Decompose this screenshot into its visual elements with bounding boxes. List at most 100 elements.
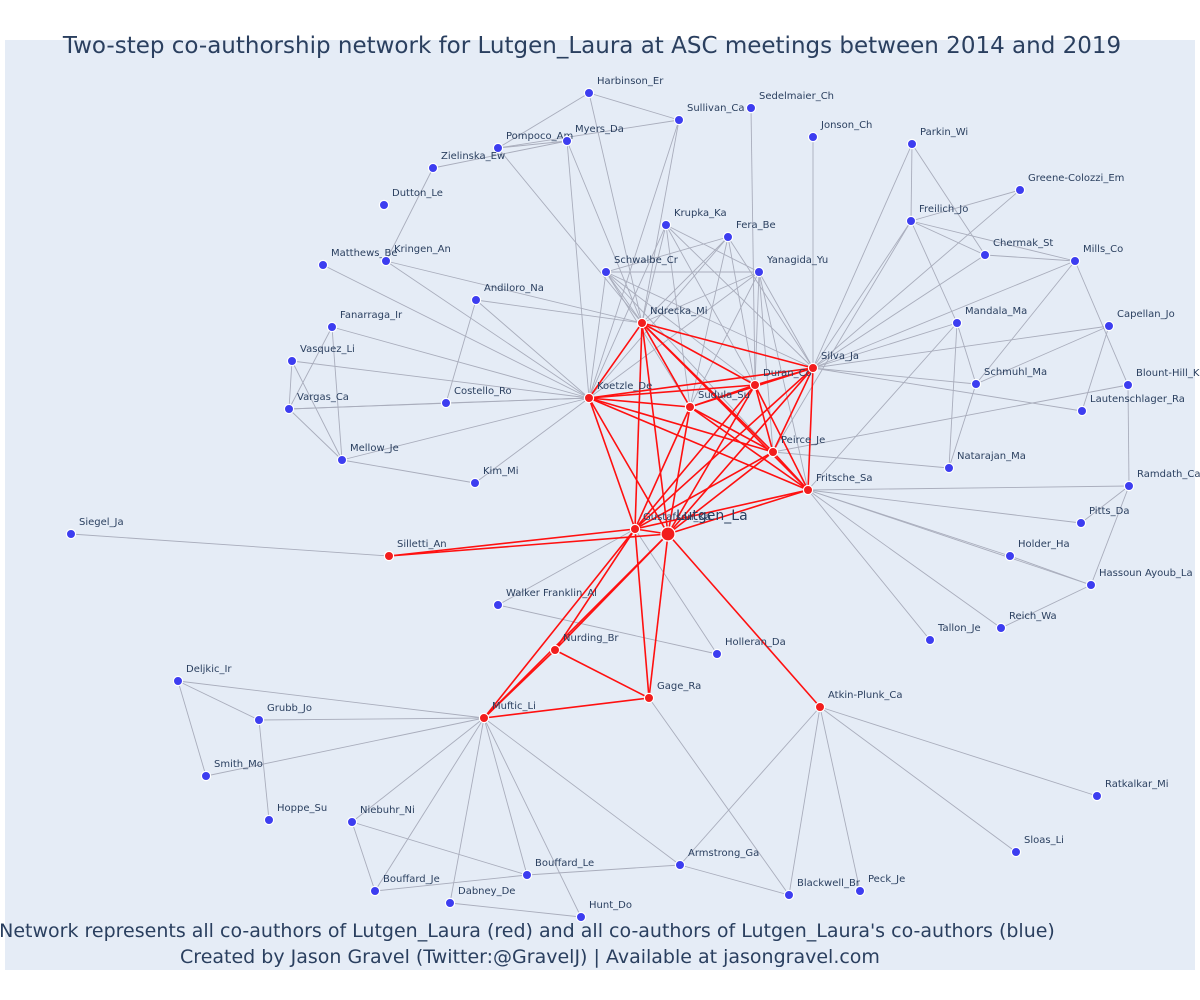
- node-bouffard-le[interactable]: Bouffard_Le: [521, 858, 594, 881]
- node-marker-sedelmaier-ch[interactable]: [745, 102, 757, 114]
- node-holleran-da[interactable]: Holleran_Da: [711, 637, 786, 660]
- node-marker-mills-co[interactable]: [1069, 255, 1081, 267]
- node-marker-silletti-an[interactable]: [383, 550, 395, 562]
- node-blackwell-br[interactable]: Blackwell_Br: [783, 878, 861, 901]
- node-kim-mi[interactable]: Kim_Mi: [469, 466, 518, 489]
- node-marker-silva-ja[interactable]: [807, 362, 819, 374]
- node-jonson-ch[interactable]: Jonson_Ch: [807, 120, 872, 143]
- node-marker-nurding-br[interactable]: [549, 644, 561, 656]
- node-marker-pompoco-am[interactable]: [492, 142, 504, 154]
- node-krupka-ka[interactable]: Krupka_Ka: [660, 208, 727, 231]
- node-chermak-st[interactable]: Chermak_St: [979, 238, 1053, 261]
- node-fritsche-sa[interactable]: Fritsche_Sa: [802, 473, 873, 496]
- node-sloas-li[interactable]: Sloas_Li: [1010, 835, 1064, 858]
- node-mandala-ma[interactable]: Mandala_Ma: [951, 306, 1027, 329]
- node-marker-lutgen-la[interactable]: [660, 526, 676, 542]
- node-nurding-br[interactable]: Nurding_Br: [549, 633, 619, 656]
- node-marker-tallon-je[interactable]: [924, 634, 936, 646]
- node-marker-pitts-da[interactable]: [1075, 517, 1087, 529]
- node-marker-yanagida-yu[interactable]: [753, 266, 765, 278]
- node-marker-schmuhl-ma[interactable]: [970, 378, 982, 390]
- node-matthews-be[interactable]: Matthews_Be: [317, 248, 398, 271]
- node-myers-da[interactable]: Myers_Da: [561, 124, 624, 147]
- node-vargas-ca[interactable]: Vargas_Ca: [283, 392, 349, 415]
- node-hoppe-su[interactable]: Hoppe_Su: [263, 803, 327, 826]
- node-peck-je[interactable]: Peck_Je: [854, 874, 905, 897]
- node-deljkic-ir[interactable]: Deljkic_Ir: [172, 664, 232, 687]
- node-marker-vasquez-li[interactable]: [286, 355, 298, 367]
- node-dutton-le[interactable]: Dutton_Le: [378, 188, 443, 211]
- node-blount-hill-k[interactable]: Blount-Hill_K: [1122, 368, 1200, 391]
- node-lutgen-la[interactable]: Lutgen_La: [660, 508, 748, 542]
- node-marker-blackwell-br[interactable]: [783, 889, 795, 901]
- node-tallon-je[interactable]: Tallon_Je: [924, 623, 981, 646]
- node-bouffard-je[interactable]: Bouffard_Je: [369, 874, 440, 897]
- node-schwalbe-cr[interactable]: Schwalbe_Cr: [600, 255, 679, 278]
- node-marker-hunt-do[interactable]: [575, 911, 587, 923]
- node-sullivan-ca[interactable]: Sullivan_Ca: [673, 103, 745, 126]
- node-marker-kringen-an[interactable]: [380, 255, 392, 267]
- node-armstrong-ga[interactable]: Armstrong_Ga: [674, 848, 759, 871]
- node-siegel-ja[interactable]: Siegel_Ja: [65, 517, 124, 540]
- node-yanagida-yu[interactable]: Yanagida_Yu: [753, 255, 828, 278]
- node-marker-ratkalkar-mi[interactable]: [1091, 790, 1103, 802]
- node-atkin-plunk-ca[interactable]: Atkin-Plunk_Ca: [814, 690, 903, 713]
- node-marker-peck-je[interactable]: [854, 885, 866, 897]
- node-koetzle-de[interactable]: Koetzle_De: [583, 381, 652, 404]
- node-marker-fritsche-sa[interactable]: [802, 484, 814, 496]
- node-marker-hoppe-su[interactable]: [263, 814, 275, 826]
- node-marker-hassoun-ayoub-la[interactable]: [1085, 579, 1097, 591]
- node-marker-niebuhr-ni[interactable]: [346, 816, 358, 828]
- node-pompoco-am[interactable]: Pompoco_Am: [492, 131, 573, 154]
- node-niebuhr-ni[interactable]: Niebuhr_Ni: [346, 805, 415, 828]
- node-marker-duran-co[interactable]: [749, 379, 761, 391]
- node-marker-freilich-jo[interactable]: [905, 215, 917, 227]
- node-smith-mo[interactable]: Smith_Mo: [200, 759, 263, 782]
- node-marker-gage-ra[interactable]: [643, 692, 655, 704]
- node-marker-lautenschlager-ra[interactable]: [1076, 405, 1088, 417]
- node-marker-bouffard-le[interactable]: [521, 869, 533, 881]
- node-marker-vargas-ca[interactable]: [283, 403, 295, 415]
- node-muftic-li[interactable]: Muftic_Li: [478, 701, 536, 724]
- node-ndrecka-mi[interactable]: Ndrecka_Mi: [636, 306, 708, 329]
- node-marker-holleran-da[interactable]: [711, 648, 723, 660]
- node-marker-krupka-ka[interactable]: [660, 219, 672, 231]
- node-parkin-wi[interactable]: Parkin_Wi: [906, 127, 968, 150]
- node-gage-ra[interactable]: Gage_Ra: [643, 681, 701, 704]
- node-harbinson-er[interactable]: Harbinson_Er: [583, 76, 664, 99]
- node-vasquez-li[interactable]: Vasquez_Li: [286, 344, 355, 367]
- node-hassoun-ayoub-la[interactable]: Hassoun Ayoub_La: [1085, 568, 1193, 591]
- node-marker-holder-ha[interactable]: [1004, 550, 1016, 562]
- node-lautenschlager-ra[interactable]: Lautenschlager_Ra: [1076, 394, 1185, 417]
- node-duran-co[interactable]: Duran_Co: [749, 368, 812, 391]
- node-marker-andiloro-na[interactable]: [470, 294, 482, 306]
- node-marker-ramdath-ca[interactable]: [1123, 480, 1135, 492]
- node-marker-jonson-ch[interactable]: [807, 131, 819, 143]
- node-marker-dutton-le[interactable]: [378, 199, 390, 211]
- node-marker-natarajan-ma[interactable]: [943, 462, 955, 474]
- node-marker-muftic-li[interactable]: [478, 712, 490, 724]
- node-marker-smith-mo[interactable]: [200, 770, 212, 782]
- node-schmuhl-ma[interactable]: Schmuhl_Ma: [970, 367, 1047, 390]
- node-walker-franklin-al[interactable]: Walker Franklin_Al: [492, 588, 597, 611]
- node-marker-chermak-st[interactable]: [979, 249, 991, 261]
- node-marker-fera-be[interactable]: [722, 231, 734, 243]
- node-marker-costello-ro[interactable]: [440, 397, 452, 409]
- node-ramdath-ca[interactable]: Ramdath_Ca: [1123, 469, 1200, 492]
- node-grubb-jo[interactable]: Grubb_Jo: [253, 703, 312, 726]
- node-marker-mellow-je[interactable]: [336, 454, 348, 466]
- node-greene-colozzi-em[interactable]: Greene-Colozzi_Em: [1014, 173, 1124, 196]
- node-marker-walker-franklin-al[interactable]: [492, 599, 504, 611]
- node-marker-myers-da[interactable]: [561, 135, 573, 147]
- node-silletti-an[interactable]: Silletti_An: [383, 539, 447, 562]
- node-marker-sullivan-ca[interactable]: [673, 114, 685, 126]
- node-marker-siegel-ja[interactable]: [65, 528, 77, 540]
- node-marker-deljkic-ir[interactable]: [172, 675, 184, 687]
- node-silva-ja[interactable]: Silva_Ja: [807, 351, 859, 374]
- node-marker-dabney-de[interactable]: [444, 897, 456, 909]
- node-marker-zielinska-ew[interactable]: [427, 162, 439, 174]
- node-dabney-de[interactable]: Dabney_De: [444, 886, 515, 909]
- node-pitts-da[interactable]: Pitts_Da: [1075, 506, 1129, 529]
- node-marker-capellan-jo[interactable]: [1103, 320, 1115, 332]
- node-marker-harbinson-er[interactable]: [583, 87, 595, 99]
